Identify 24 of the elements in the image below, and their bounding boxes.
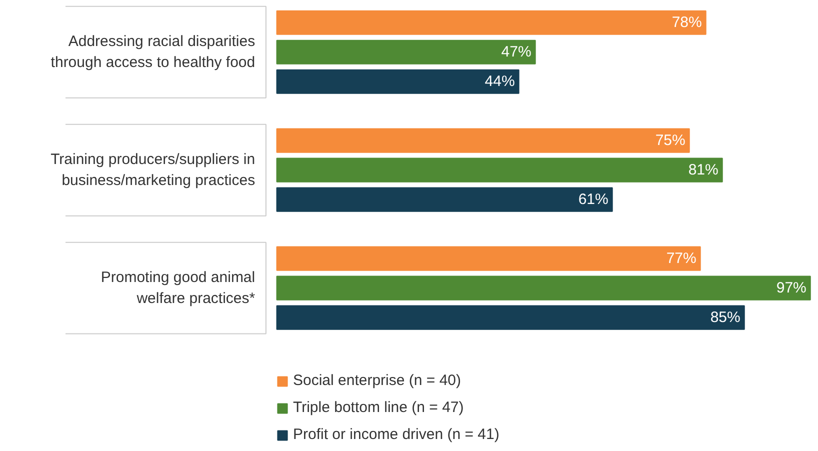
bar — [276, 128, 690, 153]
y-tick-label: Promoting good animal welfare practices* — [100, 268, 256, 308]
data-label: 85% — [710, 309, 740, 326]
bar — [276, 246, 701, 271]
legend-label: Social enterprise (n = 40) — [293, 372, 462, 389]
y-tick-label: Training producers/suppliers in business/marketing practices — [50, 150, 256, 190]
data-label: 77% — [666, 250, 696, 268]
data-label: 81% — [688, 162, 718, 179]
data-label: 61% — [578, 191, 608, 208]
data-label: 44% — [484, 73, 515, 90]
bar — [276, 40, 536, 64]
legend-label: Profit or income driven (n = 41) — [293, 426, 500, 443]
bar — [276, 276, 811, 300]
data-label: 97% — [776, 280, 806, 297]
data-label: 47% — [501, 44, 532, 61]
bar — [276, 10, 706, 35]
y-tick-label: Addressing racial disparities through access to healthy food — [50, 32, 256, 72]
bar — [276, 187, 613, 212]
legend-label: Triple bottom line (n = 47) — [293, 399, 464, 416]
bar — [276, 158, 723, 182]
data-label: 75% — [655, 132, 686, 150]
bar — [276, 69, 520, 94]
data-label: 78% — [672, 14, 702, 32]
bar — [276, 305, 745, 330]
